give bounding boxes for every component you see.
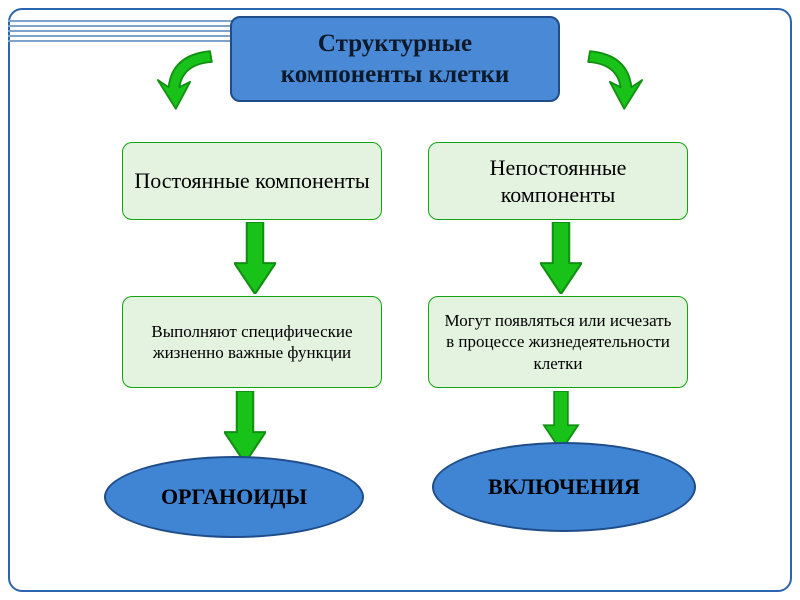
right-box-1-text: Непостоянные компоненты: [439, 154, 677, 209]
right-box-2: Могут появляться или исчезать в процессе…: [428, 296, 688, 388]
curved-arrow-left: [154, 44, 230, 116]
title-box: Структурные компоненты клетки: [230, 16, 560, 102]
left-ellipse-text: ОРГАНОИДЫ: [161, 483, 307, 511]
left-ellipse: ОРГАНОИДЫ: [104, 456, 364, 538]
right-ellipse: ВКЛЮЧЕНИЯ: [432, 442, 696, 532]
curved-arrow-right: [570, 44, 646, 116]
right-box-1: Непостоянные компоненты: [428, 142, 688, 220]
title-text: Структурные компоненты клетки: [244, 28, 546, 91]
left-box-2-text: Выполняют специфические жизненно важные …: [133, 321, 371, 364]
right-ellipse-text: ВКЛЮЧЕНИЯ: [488, 473, 640, 501]
down-arrow-3: [224, 391, 266, 463]
left-box-2: Выполняют специфические жизненно важные …: [122, 296, 382, 388]
down-arrow-2: [540, 222, 582, 294]
left-box-1-text: Постоянные компоненты: [134, 167, 369, 195]
right-box-2-text: Могут появляться или исчезать в процессе…: [439, 310, 677, 374]
left-box-1: Постоянные компоненты: [122, 142, 382, 220]
down-arrow-1: [234, 222, 276, 294]
